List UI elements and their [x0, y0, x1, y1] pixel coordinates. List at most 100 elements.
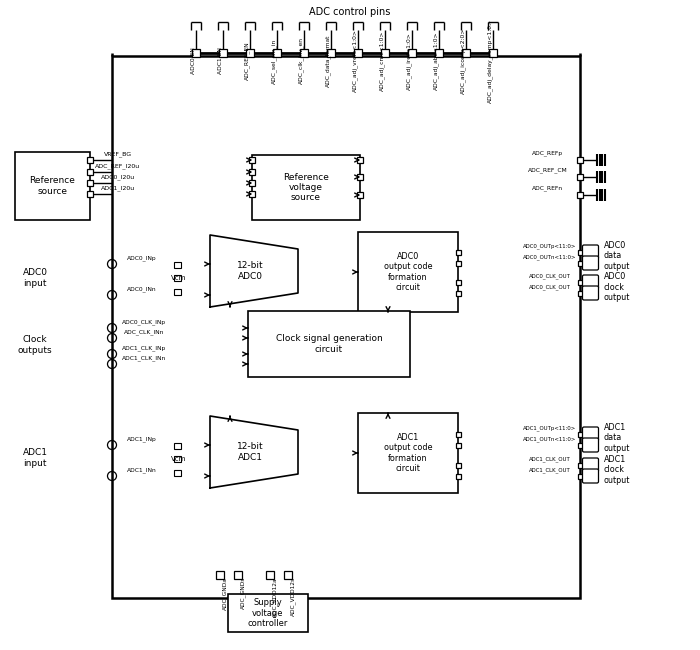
- FancyBboxPatch shape: [582, 275, 598, 289]
- Text: ADC0 EN: ADC0 EN: [191, 47, 196, 74]
- Text: Vcm: Vcm: [172, 456, 187, 462]
- Bar: [578, 443, 582, 447]
- Bar: [249, 180, 255, 186]
- Bar: [234, 571, 242, 579]
- Text: ADC0_I20u: ADC0_I20u: [101, 174, 135, 180]
- Bar: [578, 261, 582, 265]
- Bar: [456, 250, 461, 255]
- Bar: [577, 192, 583, 198]
- FancyBboxPatch shape: [582, 256, 598, 270]
- Text: 12-bit
ADC1: 12-bit ADC1: [237, 442, 263, 462]
- Bar: [456, 291, 461, 296]
- Text: ADC0_CLK_INp: ADC0_CLK_INp: [122, 319, 166, 325]
- Text: ADC_REF_EN: ADC_REF_EN: [244, 42, 250, 81]
- Text: ADC_sel_cm_in: ADC_sel_cm_in: [272, 38, 277, 84]
- Bar: [381, 49, 389, 57]
- Text: ADC_adj_vrefc<1:0>: ADC_adj_vrefc<1:0>: [352, 29, 358, 92]
- Text: ADC0_OUTn<11:0>: ADC0_OUTn<11:0>: [524, 254, 577, 260]
- Bar: [358, 413, 458, 493]
- Text: ADC_VDD12s: ADC_VDD12s: [290, 577, 295, 616]
- Text: ADC0_OUTp<11:0>: ADC0_OUTp<11:0>: [524, 243, 577, 249]
- Text: ADC0
output code
formation
circuit: ADC0 output code formation circuit: [384, 252, 433, 292]
- Bar: [456, 473, 461, 478]
- Text: ADC1_INp: ADC1_INp: [127, 436, 157, 442]
- Bar: [87, 191, 93, 197]
- Text: ADC1
data
output: ADC1 data output: [604, 423, 631, 453]
- Bar: [456, 261, 461, 265]
- Text: ADC0_INn: ADC0_INn: [127, 286, 157, 292]
- Bar: [578, 250, 582, 255]
- Text: ADC_CLK_INn: ADC_CLK_INn: [124, 330, 164, 335]
- Text: ADC_REF_CM: ADC_REF_CM: [528, 167, 568, 173]
- Text: ADC_adj_delay_comp<1:0>: ADC_adj_delay_comp<1:0>: [487, 19, 493, 103]
- Bar: [357, 174, 363, 180]
- Bar: [248, 311, 410, 377]
- Bar: [284, 571, 292, 579]
- Text: ADC1_OUTp<11:0>: ADC1_OUTp<11:0>: [524, 425, 577, 431]
- Bar: [578, 432, 582, 437]
- Text: ADC_REFn: ADC_REFn: [533, 185, 564, 191]
- Bar: [266, 571, 274, 579]
- FancyBboxPatch shape: [582, 438, 598, 452]
- Bar: [456, 432, 461, 437]
- Bar: [489, 49, 497, 57]
- Bar: [357, 157, 363, 163]
- Bar: [354, 49, 362, 57]
- Text: ADC1_CLK_OUT: ADC1_CLK_OUT: [529, 467, 571, 473]
- Text: ADC1_CLK_INp: ADC1_CLK_INp: [122, 345, 166, 351]
- Text: ADC1 EN: ADC1 EN: [218, 47, 223, 75]
- Bar: [216, 571, 224, 579]
- FancyBboxPatch shape: [582, 245, 598, 259]
- Bar: [462, 49, 470, 57]
- Bar: [578, 280, 582, 285]
- Bar: [435, 49, 443, 57]
- Text: ADC1
output code
formation
circuit: ADC1 output code formation circuit: [384, 433, 433, 473]
- Text: ADC_adj_cmc<1:0>: ADC_adj_cmc<1:0>: [379, 31, 385, 91]
- Bar: [327, 49, 335, 57]
- Bar: [578, 473, 582, 478]
- FancyBboxPatch shape: [582, 286, 598, 300]
- Text: ADC1_I20u: ADC1_I20u: [101, 185, 135, 191]
- Bar: [174, 275, 181, 281]
- Text: ADC0
data
output: ADC0 data output: [604, 241, 631, 271]
- Text: Clock signal generation
circuit: Clock signal generation circuit: [276, 334, 382, 354]
- Bar: [192, 49, 200, 57]
- Text: ADC1
clock
output: ADC1 clock output: [604, 455, 631, 485]
- Text: VREF_BG: VREF_BG: [104, 151, 132, 157]
- Bar: [456, 463, 461, 467]
- Text: Reference
voltage
source: Reference voltage source: [283, 173, 329, 202]
- FancyBboxPatch shape: [582, 427, 598, 441]
- Text: 12-bit
ADC0: 12-bit ADC0: [237, 261, 263, 281]
- Bar: [174, 470, 181, 476]
- Bar: [578, 463, 582, 467]
- Text: ADC1_INn: ADC1_INn: [127, 467, 157, 473]
- Bar: [252, 155, 360, 220]
- Text: ADC_adj_iref<1:0>: ADC_adj_iref<1:0>: [406, 32, 412, 90]
- Bar: [357, 192, 363, 198]
- Text: ADC0_INp: ADC0_INp: [127, 255, 157, 261]
- Bar: [358, 232, 458, 312]
- Bar: [87, 157, 93, 163]
- Bar: [249, 157, 255, 163]
- Bar: [174, 443, 181, 449]
- Bar: [246, 49, 254, 57]
- Bar: [15, 152, 90, 220]
- Text: ADC1_CLK_INn: ADC1_CLK_INn: [122, 356, 166, 361]
- Text: ADC_REFp: ADC_REFp: [533, 150, 564, 156]
- Bar: [577, 157, 583, 163]
- Bar: [249, 191, 255, 197]
- Text: Clock
outputs: Clock outputs: [18, 335, 52, 355]
- Bar: [249, 169, 255, 175]
- Bar: [408, 49, 416, 57]
- Bar: [87, 169, 93, 175]
- Bar: [174, 289, 181, 295]
- Text: ADC1
input: ADC1 input: [22, 448, 48, 468]
- Text: ADC0_CLK_OUT: ADC0_CLK_OUT: [529, 284, 571, 290]
- Bar: [174, 262, 181, 268]
- Text: Vcm: Vcm: [172, 275, 187, 281]
- Bar: [577, 174, 583, 180]
- Bar: [228, 594, 308, 632]
- Bar: [456, 443, 461, 447]
- Bar: [112, 56, 580, 598]
- Text: ADC0
input: ADC0 input: [22, 268, 48, 288]
